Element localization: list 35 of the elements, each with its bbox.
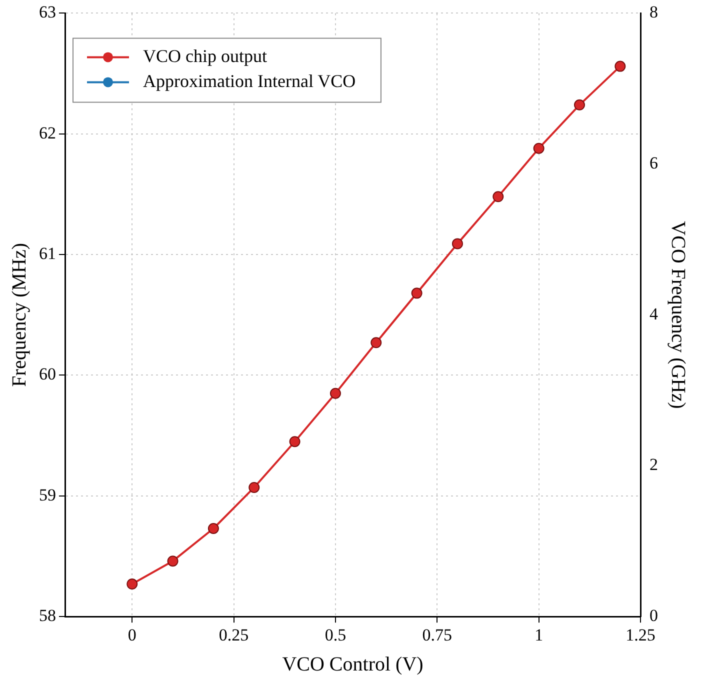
point — [330, 388, 341, 399]
point — [411, 288, 422, 299]
point — [126, 578, 138, 590]
point — [533, 142, 544, 154]
y2-tick-label: 4 — [650, 304, 658, 324]
x-tick-label: 0 — [128, 625, 136, 644]
point — [452, 238, 463, 250]
x-tick-label: 0.75 — [422, 625, 452, 644]
y-tick-label: 58 — [39, 606, 56, 626]
point — [574, 99, 585, 110]
point — [167, 556, 178, 567]
point — [492, 191, 504, 202]
y-tick-label: 60 — [39, 364, 56, 384]
y2-tick-label: 8 — [650, 2, 658, 22]
x-tick-label: 1.25 — [626, 625, 656, 644]
legend-label: VCO chip output — [143, 46, 267, 66]
point — [208, 523, 219, 534]
y2-tick-label: 2 — [650, 455, 658, 474]
y-tick-label: 62 — [39, 123, 56, 142]
x-axis-title: VCO Control (V) — [282, 653, 424, 676]
legend-label: Approximation Internal VCO — [143, 70, 356, 91]
y2-tick-label: 6 — [650, 154, 658, 173]
x-tick-label: 0.25 — [218, 625, 249, 644]
y-tick-label: 59 — [39, 485, 56, 504]
point — [289, 436, 300, 448]
point — [248, 482, 260, 493]
y2-axis-title: VCO Frequency (GHz) — [666, 221, 689, 409]
y-tick-label: 61 — [39, 244, 56, 264]
y2-tick-label: 0 — [650, 606, 658, 626]
y-axis-title: Frequency (MHz) — [8, 242, 30, 387]
x-tick-label: 1 — [534, 625, 544, 644]
y-tick-label: 63 — [39, 2, 56, 22]
point — [370, 337, 382, 348]
x-tick-label: 0.5 — [324, 625, 346, 644]
point — [614, 60, 626, 72]
